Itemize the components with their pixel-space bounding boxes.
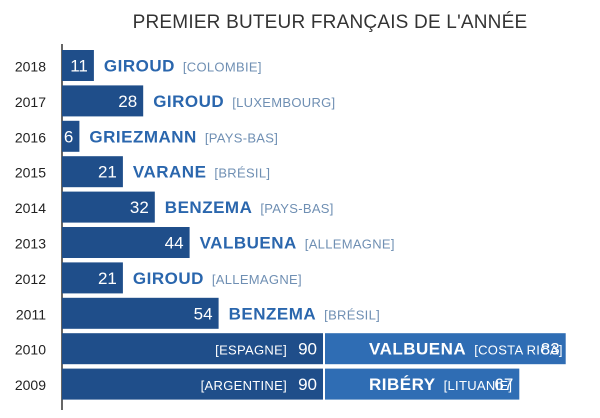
value-label: 28	[118, 92, 137, 111]
player-name: RIBÉRY	[369, 375, 436, 394]
value-label: 11	[70, 57, 88, 76]
value-label: 90	[298, 340, 317, 359]
value-label: 6	[64, 127, 73, 146]
player-name: GIROUD	[153, 92, 224, 111]
year-label: 2011	[16, 306, 46, 322]
player-name: GIROUD	[104, 57, 175, 76]
extra-value-label: 67	[494, 375, 513, 394]
opponent-label: [BRÉSIL]	[324, 307, 380, 322]
year-label: 2012	[15, 271, 46, 287]
player-name: BENZEMA	[165, 198, 253, 217]
opponent-label: [PAYS-BAS]	[260, 201, 333, 216]
opponent-label: [COSTA RICA]	[474, 343, 563, 358]
chart-title: PREMIER BUTEUR FRANÇAIS DE L'ANNÉE	[133, 12, 528, 33]
value-label: 54	[194, 304, 213, 323]
extra-value-label: 83	[541, 340, 560, 359]
bar	[62, 227, 190, 258]
player-name: VARANE	[133, 163, 207, 182]
year-label: 2016	[15, 129, 46, 145]
value-label: 21	[98, 163, 117, 182]
inner-opponent-label: [ESPAGNE]	[215, 343, 287, 358]
player-name: VALBUENA	[200, 234, 297, 253]
extra-bar	[325, 368, 520, 400]
inner-opponent-label: [ARGENTINE]	[201, 378, 287, 393]
opponent-label: [PAYS-BAS]	[205, 130, 278, 145]
opponent-label: [COLOMBIE]	[183, 60, 262, 75]
player-name: BENZEMA	[229, 304, 317, 323]
bar	[62, 50, 94, 81]
bar	[62, 333, 323, 365]
bar	[62, 156, 123, 188]
bar	[62, 191, 155, 223]
player-name: GRIEZMANN	[89, 127, 196, 146]
bar	[62, 120, 80, 152]
year-label: 2010	[15, 342, 46, 358]
player-name: GIROUD	[133, 269, 204, 288]
year-label: 2015	[15, 165, 46, 181]
bar	[62, 85, 144, 117]
bar	[62, 262, 123, 294]
opponent-label: [BRÉSIL]	[214, 166, 270, 181]
value-label: 32	[130, 198, 149, 217]
opponent-label: [ALLEMAGNE]	[212, 272, 302, 287]
year-label: 2009	[15, 377, 46, 393]
extra-bar	[325, 333, 566, 365]
value-label: 90	[298, 375, 317, 394]
year-label: 2014	[15, 200, 46, 216]
bar-rows: 2018 11 GIROUD [COLOMBIE] 2017 28 GIROUD [LUXEM…	[15, 50, 566, 400]
opponent-label: [LITUANIE]	[444, 378, 513, 393]
value-label: 44	[165, 234, 184, 253]
bar	[62, 297, 219, 329]
opponent-label: [ALLEMAGNE]	[305, 237, 395, 252]
opponent-label: [LUXEMBOURG]	[232, 95, 335, 110]
year-label: 2013	[15, 236, 46, 252]
value-label: 21	[98, 269, 117, 288]
bar	[62, 368, 323, 400]
year-label: 2018	[15, 59, 46, 75]
year-label: 2017	[15, 94, 46, 110]
player-name: VALBUENA	[369, 340, 466, 359]
